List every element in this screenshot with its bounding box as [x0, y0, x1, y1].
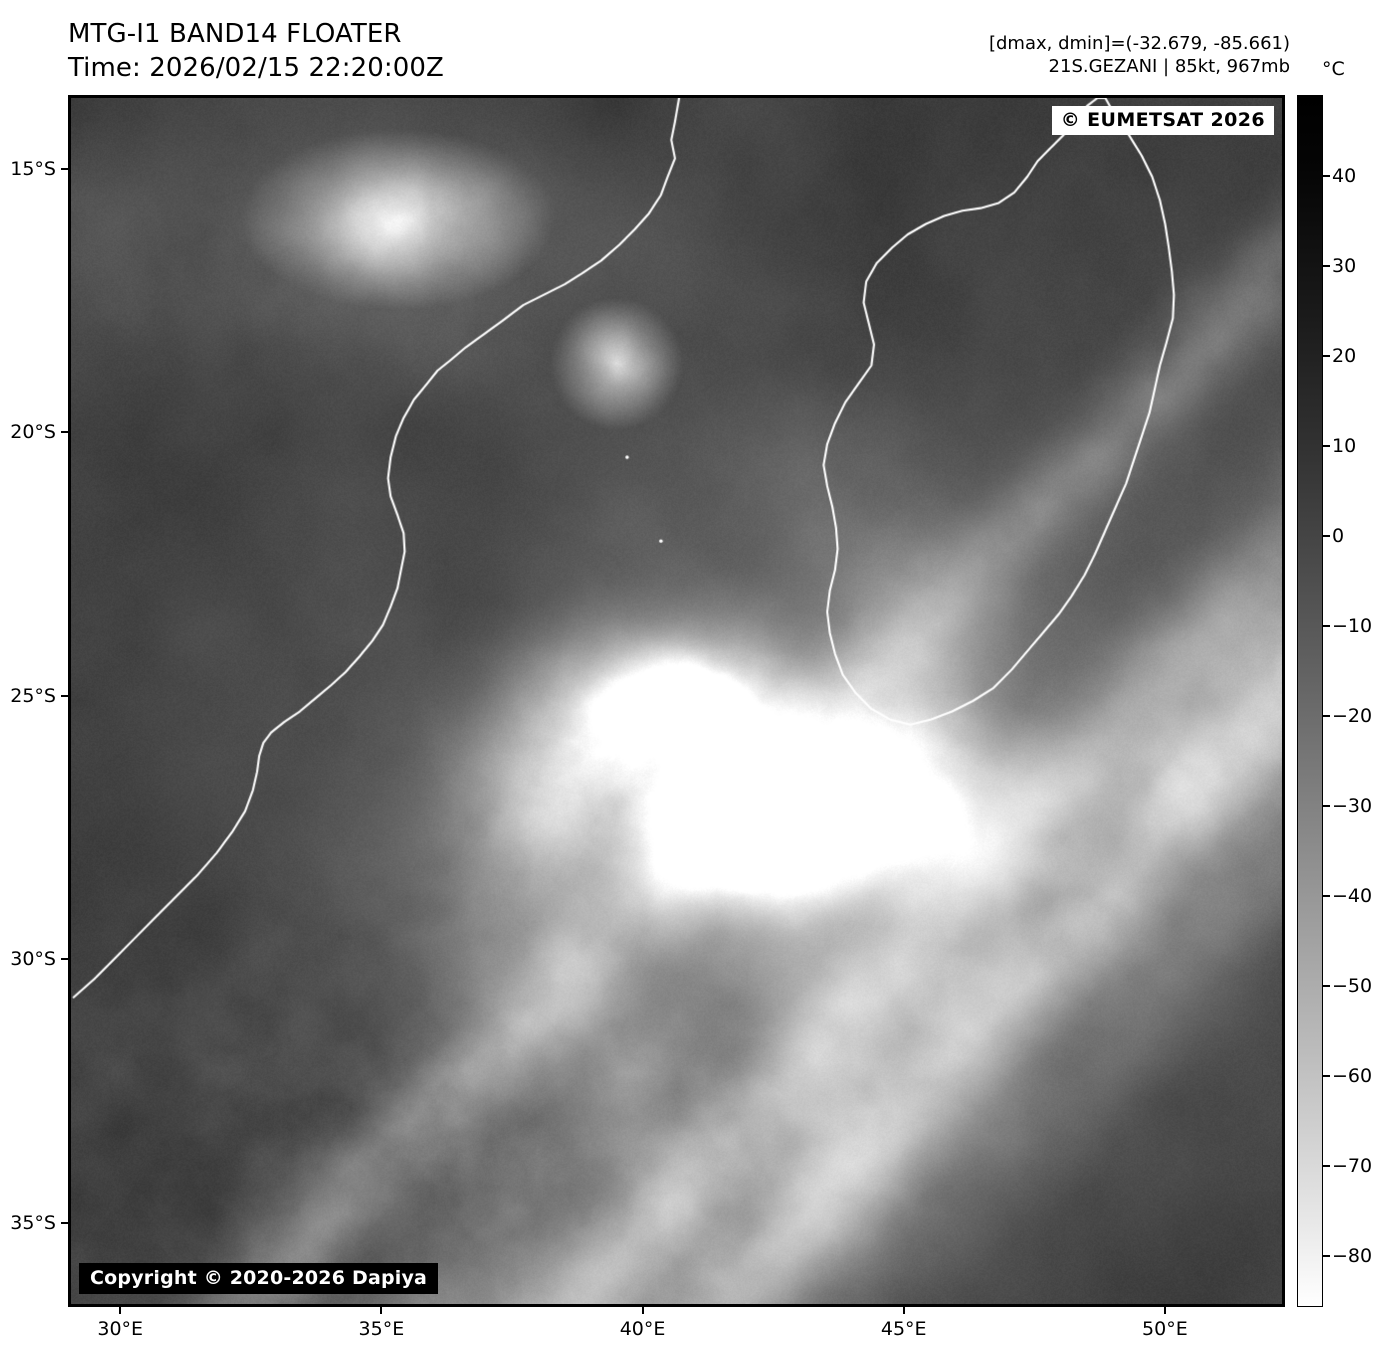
- latitude-tick-label: 25°S: [10, 684, 56, 707]
- colorbar-tick-label: −60: [1332, 1065, 1373, 1088]
- colorbar-tick-mark: [1323, 895, 1330, 898]
- storm-info-readout: 21S.GEZANI | 85kt, 967mb: [1048, 56, 1290, 78]
- longitude-tick-mark: [902, 1307, 905, 1314]
- colorbar-unit-label: °C: [1322, 58, 1345, 80]
- colorbar-tick-mark: [1323, 985, 1330, 988]
- observation-time: Time: 2026/02/15 22:20:00Z: [68, 52, 444, 83]
- longitude-tick-mark: [380, 1307, 383, 1314]
- latitude-tick-label: 30°S: [10, 948, 56, 971]
- colorbar-tick-mark: [1323, 265, 1330, 267]
- latitude-tick-mark: [61, 694, 68, 697]
- longitude-tick-label: 30°E: [97, 1318, 144, 1340]
- latitude-tick-label: 20°S: [10, 421, 56, 444]
- latitude-tick-mark: [61, 431, 68, 434]
- colorbar-tick-label: −70: [1332, 1155, 1373, 1178]
- latitude-tick-label: 15°S: [10, 157, 56, 180]
- colorbar-tick-label: −30: [1332, 795, 1373, 818]
- colorbar-tick-label: 30: [1332, 255, 1357, 277]
- colorbar-tick-label: −40: [1332, 885, 1373, 908]
- longitude-tick-mark: [119, 1307, 122, 1314]
- page-title: MTG-I1 BAND14 FLOATER Time: 2026/02/15 2…: [68, 18, 444, 86]
- colorbar-tick-mark: [1323, 355, 1330, 357]
- colorbar-tick-mark: [1323, 535, 1330, 538]
- latitude-tick-label: 35°S: [10, 1211, 56, 1234]
- colorbar-tick-mark: [1323, 625, 1330, 628]
- colorbar-tick-mark: [1323, 1165, 1330, 1168]
- eumetsat-watermark: © EUMETSAT 2026: [1051, 106, 1274, 135]
- colorbar-tick-mark: [1323, 175, 1330, 177]
- dmax-dmin-readout: [dmax, dmin]=(-32.679, -85.661): [988, 33, 1290, 54]
- colorbar-tick-mark: [1323, 445, 1330, 447]
- temperature-colorbar[interactable]: [1297, 95, 1323, 1307]
- satellite-image-plot[interactable]: © EUMETSAT 2026 Copyright © 2020-2026 Da…: [68, 95, 1285, 1307]
- latitude-tick-mark: [61, 1221, 68, 1224]
- longitude-tick-label: 40°E: [619, 1318, 666, 1340]
- longitude-tick-mark: [641, 1307, 644, 1314]
- colorbar-tick-label: −80: [1332, 1245, 1373, 1268]
- colorbar-tick-label: −50: [1332, 975, 1373, 998]
- colorbar-tick-mark: [1323, 715, 1330, 718]
- longitude-tick-mark: [1163, 1307, 1166, 1314]
- colorbar-tick-label: 20: [1332, 345, 1357, 367]
- copyright-watermark: Copyright © 2020-2026 Dapiya: [79, 1263, 439, 1294]
- latitude-tick-mark: [61, 167, 68, 170]
- colorbar-tick-label: −10: [1332, 615, 1373, 638]
- colorbar-tick-label: 10: [1332, 435, 1357, 457]
- colorbar-tick-label: 0: [1332, 525, 1345, 548]
- longitude-tick-label: 45°E: [880, 1318, 927, 1340]
- colorbar-tick-mark: [1323, 1075, 1330, 1078]
- colorbar-tick-label: −20: [1332, 705, 1373, 728]
- infrared-brightness-temperature-canvas: [71, 98, 1282, 1304]
- colorbar-tick-label: 40: [1332, 165, 1357, 187]
- longitude-tick-label: 35°E: [358, 1318, 405, 1340]
- metadata-block: [dmax, dmin]=(-32.679, -85.661) 21S.GEZA…: [989, 32, 1290, 79]
- longitude-tick-label: 50°E: [1142, 1318, 1188, 1340]
- latitude-tick-mark: [61, 958, 68, 961]
- colorbar-tick-mark: [1323, 805, 1330, 808]
- colorbar-tick-mark: [1323, 1255, 1330, 1258]
- product-title: MTG-I1 BAND14 FLOATER: [68, 19, 402, 49]
